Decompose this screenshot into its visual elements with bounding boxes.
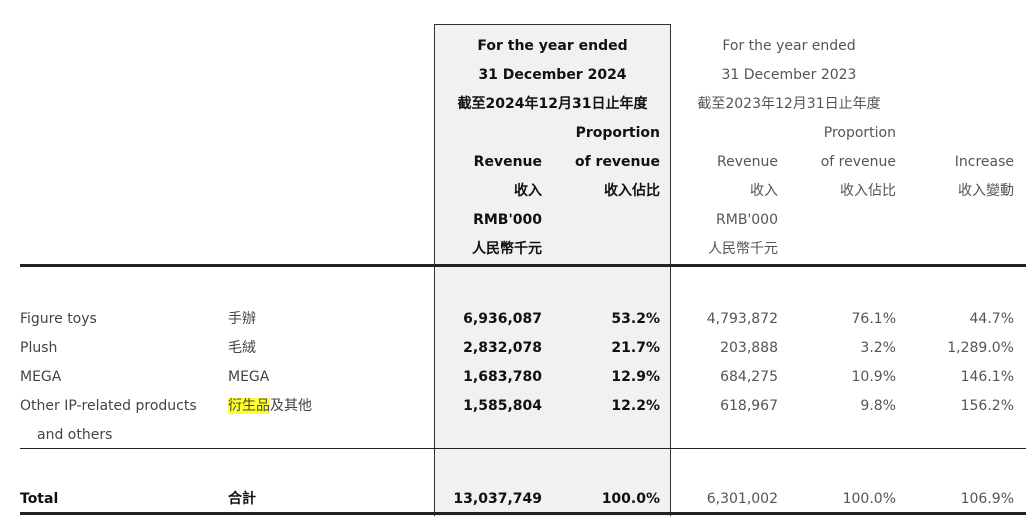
fy2023-unit-zh: 人民幣千元 <box>708 241 778 257</box>
total-increase: 106.9% <box>960 491 1014 507</box>
subtotal-rule <box>20 448 1026 449</box>
fy2024-prop-header-2: of revenue <box>574 154 660 170</box>
fy2024-header-line3: 截至2024年12月31日止年度 <box>457 96 648 112</box>
cell-increase: 146.1% <box>960 369 1014 385</box>
row-label-zh: MEGA <box>228 369 270 385</box>
fy2024-revenue-header-zh: 收入 <box>514 183 542 199</box>
row-label-zh: 衍生品及其他 <box>228 397 312 415</box>
fy2024-revenue-header: Revenue <box>473 154 542 170</box>
row-label-zh-rest: 及其他 <box>270 398 312 414</box>
total-rule <box>20 512 1026 515</box>
row-label-en-cont: and others <box>37 427 113 443</box>
fy2024-column-shading <box>434 24 671 516</box>
cell-rev2024: 1,585,804 <box>463 398 542 414</box>
cell-increase: 156.2% <box>960 398 1014 414</box>
total-label-zh: 合計 <box>228 491 256 507</box>
cell-rev2023: 618,967 <box>720 398 778 414</box>
fy2024-header-line1: For the year ended <box>477 38 628 54</box>
fy2023-header-line3: 截至2023年12月31日止年度 <box>697 96 881 112</box>
cell-prop2023: 76.1% <box>851 311 896 327</box>
cell-rev2024: 2,832,078 <box>463 340 542 356</box>
fy2023-header-line2: 31 December 2023 <box>721 67 857 83</box>
row-label-en: Other IP-related products <box>20 398 197 414</box>
total-prop2024: 100.0% <box>601 491 660 507</box>
row-label-en: Figure toys <box>20 311 97 327</box>
row-label-en: MEGA <box>20 369 62 385</box>
cell-prop2024: 53.2% <box>611 311 660 327</box>
cell-rev2023: 203,888 <box>720 340 778 356</box>
header-rule <box>20 264 1026 267</box>
cell-prop2023: 10.9% <box>851 369 896 385</box>
total-prop2023: 100.0% <box>842 491 896 507</box>
fy2024-unit-zh: 人民幣千元 <box>472 241 542 257</box>
fy2024-header-line2: 31 December 2024 <box>478 67 627 83</box>
row-label-zh: 毛絨 <box>228 340 256 356</box>
increase-header-zh: 收入變動 <box>958 183 1014 199</box>
fy2023-prop-header-1: Proportion <box>823 125 896 141</box>
increase-header: Increase <box>954 154 1014 170</box>
total-rev2023: 6,301,002 <box>706 491 778 507</box>
total-label-en: Total <box>20 491 59 507</box>
fy2024-prop-header-1: Proportion <box>575 125 660 141</box>
fy2023-unit-en: RMB'000 <box>716 212 778 228</box>
cell-rev2024: 1,683,780 <box>463 369 542 385</box>
fy2023-prop-header-2: of revenue <box>820 154 896 170</box>
total-rev2024: 13,037,749 <box>453 491 542 507</box>
fy2023-header-line1: For the year ended <box>722 38 856 54</box>
row-label-en: Plush <box>20 340 58 356</box>
highlighted-text: 衍生品 <box>228 398 270 414</box>
row-label-zh: 手辦 <box>228 311 256 327</box>
cell-rev2023: 4,793,872 <box>706 311 778 327</box>
fy2023-revenue-header-zh: 收入 <box>750 183 778 199</box>
fy2024-unit-en: RMB'000 <box>473 212 542 228</box>
cell-increase: 1,289.0% <box>947 340 1014 356</box>
cell-prop2023: 9.8% <box>860 398 896 414</box>
cell-rev2024: 6,936,087 <box>463 311 542 327</box>
cell-prop2023: 3.2% <box>860 340 896 356</box>
cell-prop2024: 21.7% <box>611 340 660 356</box>
cell-prop2024: 12.2% <box>611 398 660 414</box>
fy2023-prop-header-zh: 收入佔比 <box>840 183 896 199</box>
fy2023-revenue-header: Revenue <box>717 154 778 170</box>
cell-increase: 44.7% <box>969 311 1014 327</box>
cell-rev2023: 684,275 <box>720 369 778 385</box>
fy2024-prop-header-zh: 收入佔比 <box>604 183 660 199</box>
cell-prop2024: 12.9% <box>611 369 660 385</box>
